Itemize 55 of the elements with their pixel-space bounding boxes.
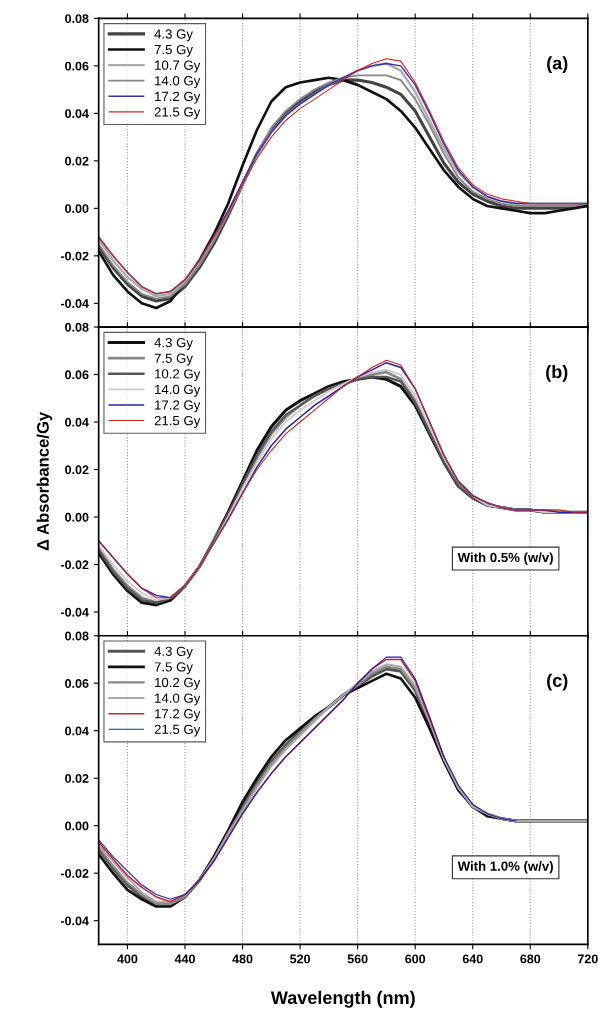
y-tick-label: 0.02 xyxy=(65,156,89,166)
legend-label: 7.5 Gy xyxy=(154,353,193,366)
annotation: With 1.0% (w/v) xyxy=(457,861,553,874)
legend-label: 17.2 Gy xyxy=(155,91,201,104)
y-tick-label: -0.02 xyxy=(60,868,89,878)
y-tick-label: -0.02 xyxy=(60,560,89,570)
x-axis-title: Wavelength (nm) xyxy=(270,990,415,1008)
x-tick-label: 640 xyxy=(462,954,483,964)
y-tick-label: 0.08 xyxy=(65,322,89,332)
legend-label: 7.5 Gy xyxy=(154,44,193,57)
y-tick-label: 0.06 xyxy=(65,679,89,688)
y-tick-label: 0.06 xyxy=(65,370,89,380)
x-tick-label: 520 xyxy=(290,954,311,964)
annotation: (a) xyxy=(547,56,568,74)
legend-label: 4.3 Gy xyxy=(154,337,193,350)
y-tick-label: 0.00 xyxy=(65,204,89,213)
y-tick-label: 0.08 xyxy=(65,14,89,24)
annotation: (c) xyxy=(547,673,568,691)
x-tick-label: 480 xyxy=(232,954,253,964)
y-tick-label: 0.02 xyxy=(65,774,89,783)
legend-label: 14.0 Gy xyxy=(155,693,201,706)
legend-label: 4.3 Gy xyxy=(154,646,193,659)
legend-label: 7.5 Gy xyxy=(154,662,193,675)
y-tick-label: -0.02 xyxy=(60,251,89,261)
y-tick-label: 0.04 xyxy=(65,417,89,427)
legend-label: 10.2 Gy xyxy=(155,369,201,382)
y-tick-label: -0.04 xyxy=(60,916,89,926)
x-tick-label: 560 xyxy=(347,954,368,964)
y-tick-label: 0.02 xyxy=(65,465,89,475)
y-tick-label: 0.00 xyxy=(65,821,89,831)
y-tick-label: 0.08 xyxy=(65,631,89,641)
legend-label: 10.7 Gy xyxy=(155,60,201,73)
legend-label: 14.0 Gy xyxy=(155,384,201,397)
annotation: (b) xyxy=(546,364,568,382)
legend-label: 4.3 Gy xyxy=(154,29,193,42)
y-tick-label: 0.04 xyxy=(65,109,89,119)
legend-label: 21.5 Gy xyxy=(154,107,201,120)
legend-label: 17.2 Gy xyxy=(155,400,201,413)
y-tick-label: 0.00 xyxy=(65,512,89,522)
legend-label: 14.0 Gy xyxy=(155,76,201,89)
legend-label: 17.2 Gy xyxy=(155,709,201,721)
y-tick-label: -0.04 xyxy=(60,299,89,308)
legend-label: 21.5 Gy xyxy=(154,724,201,737)
legend-label: 10.2 Gy xyxy=(155,677,201,690)
y-axis-title: Δ Absorbance/Gy xyxy=(36,411,53,551)
x-tick-label: 680 xyxy=(520,954,541,964)
x-tick-label: 720 xyxy=(577,954,598,964)
x-tick-label: 440 xyxy=(174,954,195,964)
y-tick-label: 0.04 xyxy=(65,726,89,736)
x-tick-label: 400 xyxy=(117,954,138,964)
legend-label: 21.5 Gy xyxy=(154,415,201,428)
annotation: With 0.5% (w/v) xyxy=(457,552,553,565)
y-tick-label: 0.06 xyxy=(65,61,89,71)
y-tick-label: -0.04 xyxy=(60,607,89,617)
x-tick-label: 600 xyxy=(405,954,426,964)
